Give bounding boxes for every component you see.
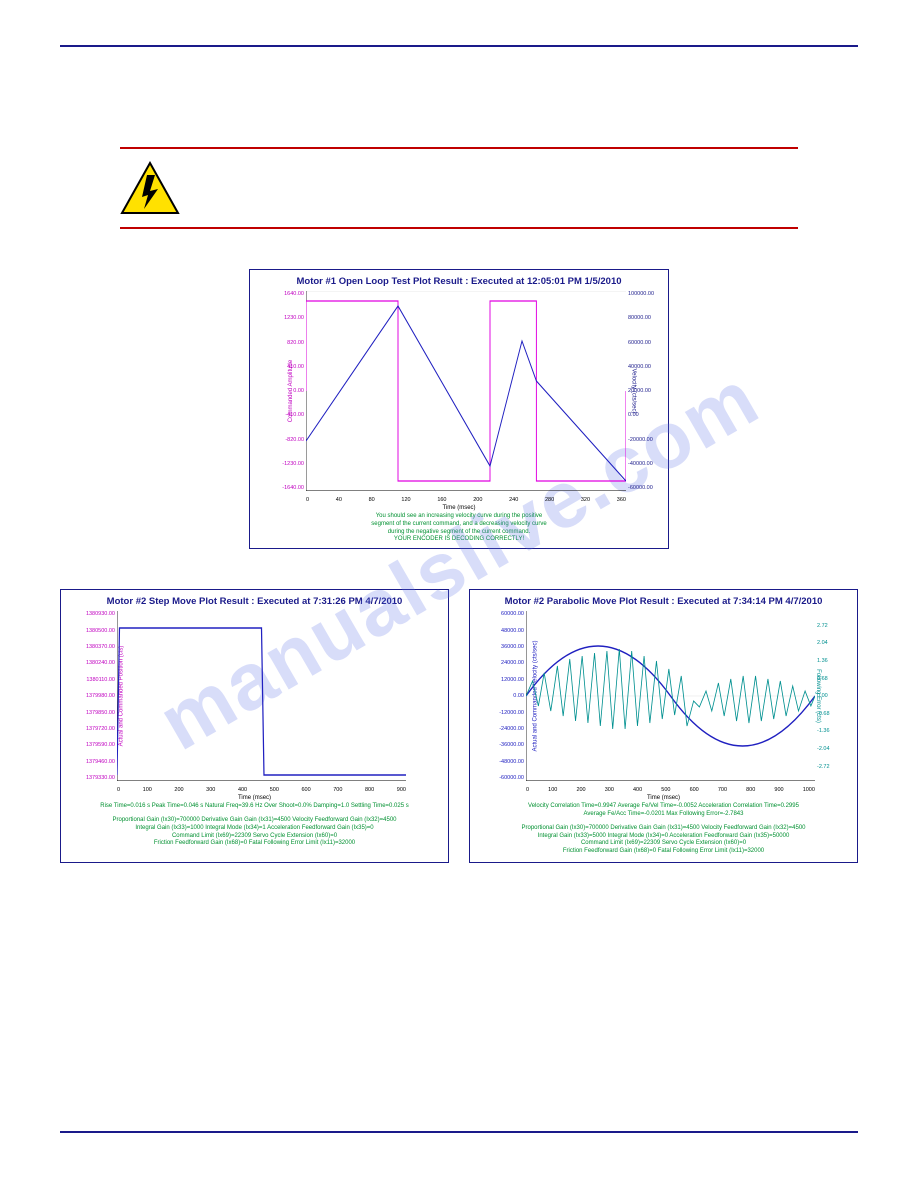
open-loop-chart: Motor #1 Open Loop Test Plot Result : Ex… — [249, 269, 669, 549]
chart2-plot: Actual and Commanded Position (cts) 1380… — [117, 611, 406, 781]
chart2-xticks: 0100200300400500600700800900 — [117, 787, 406, 793]
chart3-title: Motor #2 Parabolic Move Plot Result : Ex… — [476, 596, 851, 607]
chart2-xlabel: Time (msec) — [67, 795, 442, 801]
chart3-yticks-left: 60000.0048000.0036000.0024000.0012000.00… — [490, 611, 524, 781]
chart1-yticks-left: 1640.001230.00820.00410.000.00-410.00-82… — [270, 291, 304, 491]
chart3-plot: Actual and Commanded Velocity (cts/sec) … — [526, 611, 815, 781]
lower-charts-row: Motor #2 Step Move Plot Result : Execute… — [60, 589, 858, 863]
step-move-chart: Motor #2 Step Move Plot Result : Execute… — [60, 589, 449, 863]
chart2-caption: Rise Time=0.016 s Peak Time=0.046 s Natu… — [67, 803, 442, 848]
chart1-title: Motor #1 Open Loop Test Plot Result : Ex… — [256, 276, 662, 287]
chart3-xlabel: Time (msec) — [476, 795, 851, 801]
header-rule — [60, 45, 858, 47]
shock-hazard-icon — [120, 161, 180, 215]
chart3-yticks-right: 2.722.041.360.680.00-0.68-1.36-2.04-2.72 — [817, 611, 851, 781]
chart3-xticks: 01002003004005006007008009001000 — [526, 787, 815, 793]
chart1-xlabel: Time (msec) — [256, 505, 662, 511]
warning-box — [120, 147, 798, 229]
chart1-caption: You should see an increasing velocity cu… — [256, 513, 662, 544]
parabolic-move-chart: Motor #2 Parabolic Move Plot Result : Ex… — [469, 589, 858, 863]
chart1-plot: Commanded Amplitude Velocity (cts/sec) 1… — [306, 291, 626, 491]
chart2-yticks-left: 1380930.001380500.001380370.001380240.00… — [81, 611, 115, 781]
chart2-title: Motor #2 Step Move Plot Result : Execute… — [67, 596, 442, 607]
chart1-xticks: 04080120160200240280320360 — [306, 497, 626, 503]
chart3-caption: Velocity Correlation Time=0.9947 Average… — [476, 803, 851, 856]
footer-rule — [60, 1131, 858, 1133]
chart1-yticks-right: 100000.0080000.0060000.0040000.0020000.0… — [628, 291, 662, 491]
